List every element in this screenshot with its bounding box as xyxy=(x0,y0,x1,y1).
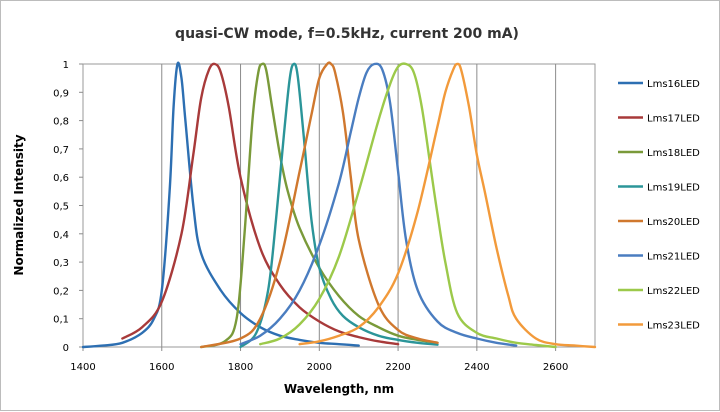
series-line-lms23led xyxy=(298,62,597,349)
legend-label-lms18led: Lms18LED xyxy=(647,148,700,159)
x-tick-label: 2000 xyxy=(307,362,332,373)
y-tick-label: 0,2 xyxy=(53,286,69,297)
series-line-lms21led xyxy=(239,62,518,347)
legend-label-lms20led: Lms20LED xyxy=(647,217,700,228)
series-line-lms19led xyxy=(239,62,439,349)
legend-label-lms21led: Lms21LED xyxy=(647,252,700,263)
x-tick-label: 1800 xyxy=(228,362,253,373)
legend-label-lms16led: Lms16LED xyxy=(647,79,700,90)
series-lines xyxy=(81,61,597,349)
series-line-lms17led xyxy=(121,62,400,346)
series-line-lms16led xyxy=(81,61,360,349)
y-tick-label: 0,3 xyxy=(53,258,69,269)
y-tick-labels: 0 0,1 0,2 0,3 0,4 0,5 0,6 0,7 0,8 0,9 1 xyxy=(53,60,83,354)
y-tick-label: 0,6 xyxy=(53,173,69,184)
legend-label-lms22led: Lms22LED xyxy=(647,286,700,297)
y-tick-label: 0,8 xyxy=(53,117,69,128)
x-tick-label: 2400 xyxy=(464,362,489,373)
y-tick-label: 0 xyxy=(63,343,69,354)
y-tick-label: 0,5 xyxy=(53,202,69,213)
y-tick-label: 1 xyxy=(63,60,69,71)
x-tick-label: 2600 xyxy=(543,362,568,373)
y-tick-label: 0,7 xyxy=(53,145,69,156)
x-axis-title: Wavelength, nm xyxy=(284,382,394,396)
x-tick-label: 1400 xyxy=(70,362,95,373)
x-tick-label: 2200 xyxy=(385,362,410,373)
series-line-lms18led xyxy=(199,62,439,349)
x-tick-label: 1600 xyxy=(149,362,174,373)
series-line-lms20led xyxy=(199,61,439,349)
y-axis-title: Normalized Intensity xyxy=(12,134,26,275)
legend-label-lms23led: Lms23LED xyxy=(647,321,700,332)
chart-title: quasi-CW mode, f=0.5kHz, current 200 mA) xyxy=(175,26,519,42)
y-tick-label: 0,9 xyxy=(53,88,69,99)
legend-label-lms19led: Lms19LED xyxy=(647,183,700,194)
legend: Lms16LED Lms17LED Lms18LED Lms19LED Lms20LED… xyxy=(618,79,700,332)
y-tick-label: 0,4 xyxy=(53,230,69,241)
x-tick-labels: 1400 1600 1800 2000 2200 2400 2600 xyxy=(70,362,568,373)
legend-label-lms17led: Lms17LED xyxy=(647,114,700,125)
series-line-lms22led xyxy=(259,62,557,349)
y-tick-label: 0,1 xyxy=(53,315,69,326)
